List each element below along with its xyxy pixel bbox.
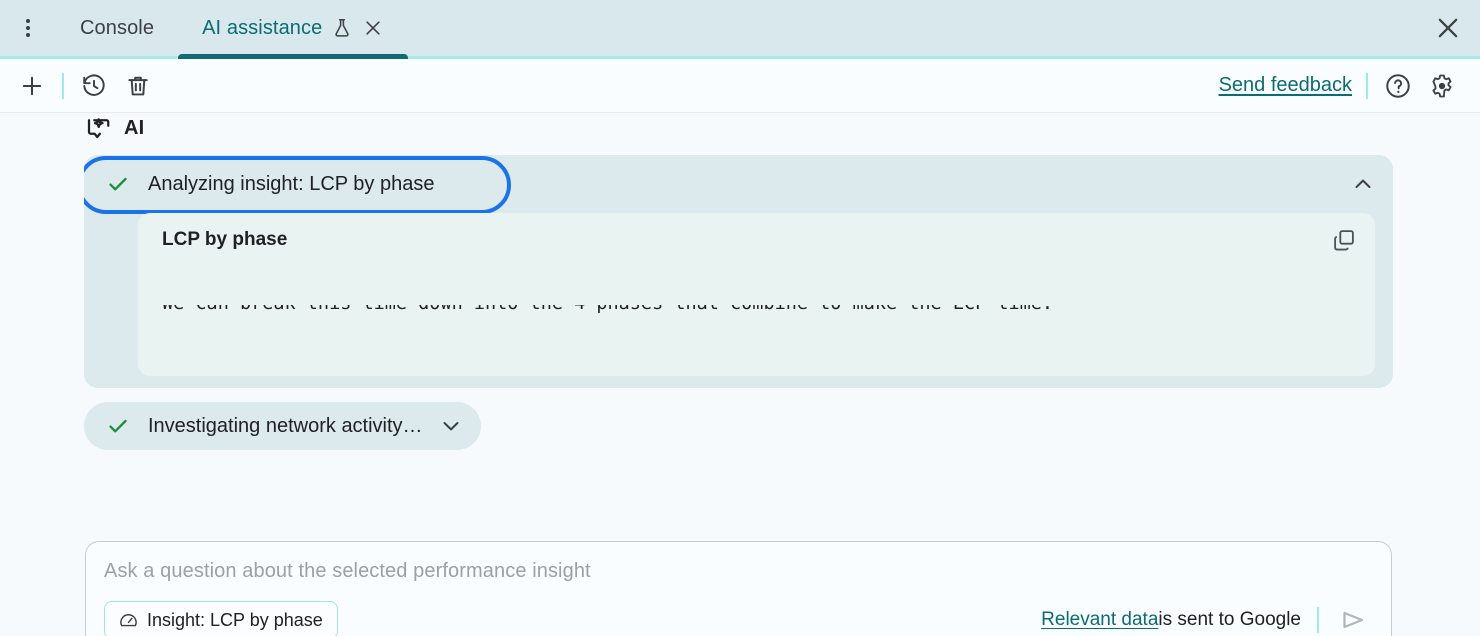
chevron-down-icon[interactable] — [439, 414, 463, 438]
agent-name: AI — [124, 116, 145, 139]
step-analyzing-insight: Analyzing insight: LCP by phase LCP by p… — [84, 155, 1393, 388]
insight-code-body: We can break this time down into the 4 p… — [138, 243, 1375, 376]
conversation-area: AI Analyzing insight: LCP by phase — [0, 113, 1480, 636]
input-divider — [1317, 607, 1319, 633]
performance-gauge-icon — [119, 611, 138, 630]
toolbar-divider — [62, 72, 64, 99]
chat-input[interactable]: Ask a question about the selected perfor… — [104, 560, 591, 582]
privacy-disclaimer: Relevant data is sent to Google — [1041, 601, 1373, 636]
gear-icon — [1432, 74, 1452, 97]
copy-icon — [1334, 230, 1354, 251]
close-panel-button[interactable] — [1416, 0, 1480, 56]
history-button[interactable] — [72, 66, 116, 106]
history-clock-icon — [83, 73, 105, 96]
send-button[interactable] — [1335, 601, 1373, 636]
more-vertical-icon — [26, 19, 30, 37]
tab-bar: Console AI assistance — [0, 0, 1480, 59]
step-analyzing-insight-header[interactable]: Analyzing insight: LCP by phase — [84, 155, 1393, 213]
context-chip-label: Insight: LCP by phase — [147, 609, 323, 630]
ai-toolbar: Send feedback — [0, 59, 1480, 113]
insight-code-clipped-line: We can break this time down into the 4 p… — [162, 305, 1351, 319]
tab-ai-assistance-label: AI assistance — [202, 16, 323, 39]
flask-experiment-icon — [331, 17, 353, 39]
settings-button[interactable] — [1420, 66, 1464, 106]
plus-icon — [22, 76, 42, 95]
toolbar-divider-right — [1366, 72, 1368, 99]
delete-conversation-button[interactable] — [116, 66, 160, 106]
trash-icon — [128, 76, 148, 95]
help-button[interactable] — [1376, 66, 1420, 106]
insight-code-clipped-text: We can break this time down into the 4 p… — [162, 305, 1053, 319]
help-circle-icon — [1386, 73, 1410, 98]
tab-bar-spacer — [408, 0, 1416, 56]
chevron-up-icon[interactable] — [1349, 170, 1377, 198]
step-investigating-network-label: Investigating network activity… — [148, 414, 423, 437]
insight-code-title: LCP by phase — [162, 229, 288, 250]
step-analyzing-insight-label: Analyzing insight: LCP by phase — [148, 172, 435, 195]
ai-sparkle-bubble-icon — [84, 116, 114, 146]
more-tabs-button[interactable] — [0, 0, 56, 56]
tab-console[interactable]: Console — [56, 0, 178, 56]
copy-button[interactable] — [1329, 225, 1359, 255]
step-investigating-network[interactable]: Investigating network activity… — [84, 402, 481, 450]
agent-header: AI — [0, 113, 1480, 147]
chat-input-container[interactable]: Ask a question about the selected perfor… — [85, 541, 1392, 636]
new-chat-button[interactable] — [10, 66, 54, 106]
check-icon — [106, 414, 130, 438]
send-feedback-link[interactable]: Send feedback — [1218, 74, 1352, 96]
tab-console-label: Console — [80, 16, 155, 39]
close-icon — [1438, 18, 1458, 38]
tab-ai-assistance[interactable]: AI assistance — [178, 0, 409, 59]
chat-input-footer: Insight: LCP by phase Relevant data is s… — [104, 601, 1373, 636]
context-chip-insight[interactable]: Insight: LCP by phase — [104, 601, 338, 636]
relevant-data-link[interactable]: Relevant data — [1041, 609, 1159, 630]
tab-close-icon[interactable] — [362, 17, 384, 39]
check-icon — [106, 172, 130, 196]
send-arrow-icon — [1343, 611, 1364, 629]
insight-code-card: LCP by phase We can break this time down… — [138, 213, 1375, 376]
disclaimer-text: is sent to Google — [1158, 609, 1301, 630]
